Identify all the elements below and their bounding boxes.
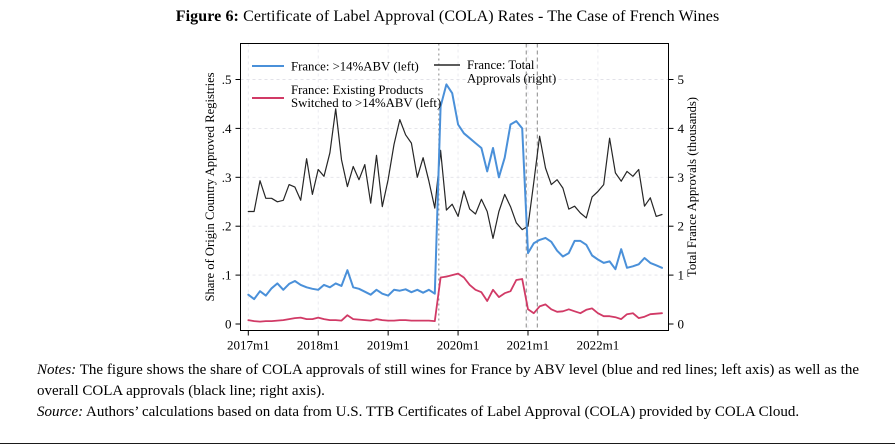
figure-number: Figure 6: xyxy=(175,8,239,25)
right-tick-label: 0 xyxy=(678,317,685,332)
legend-label-total-2: Approvals (right) xyxy=(467,72,556,86)
legend-label-total-1: France: Total xyxy=(467,58,535,72)
x-tick-label: 2019m1 xyxy=(367,338,410,353)
cola-rates-chart: 2017m1 2018m1 2019m1 2020m1 2021m1 2022m1 0 .1.… xyxy=(203,43,699,353)
right-tick-label: 2 xyxy=(678,219,685,234)
left-tick-label: .1 xyxy=(222,268,232,283)
figure-title-text: Certificate of Label Approval (COLA) Rat… xyxy=(238,8,720,25)
right-tick-label: 5 xyxy=(678,72,685,87)
series-abv-share xyxy=(247,83,663,301)
legend-label-switched-2: Switched to >14%ABV (left) xyxy=(291,96,441,110)
right-axis-title: Total France Approvals (thousands) xyxy=(685,97,699,277)
right-tick-label: 4 xyxy=(678,121,685,136)
left-axis-title: Share of Origin Country Approved Registr… xyxy=(203,72,217,301)
legend-label-switched-1: France: Existing Products xyxy=(291,83,423,97)
notes-text: The figure shows the share of COLA appro… xyxy=(37,362,859,399)
left-tick-label: .4 xyxy=(222,121,232,136)
left-tick-label: .3 xyxy=(222,170,232,185)
source-text: Authors’ calculations based on data from… xyxy=(83,404,800,420)
legend-label-abv: France: >14%ABV (left) xyxy=(291,60,419,74)
notes-label: Notes: xyxy=(37,362,77,378)
series-total-approvals xyxy=(247,108,663,239)
x-tick-label: 2020m1 xyxy=(437,338,480,353)
figure-title: Figure 6: Certificate of Label Approval … xyxy=(0,8,895,26)
x-tick-label: 2021m1 xyxy=(507,338,550,353)
chart-legend: France: >14%ABV (left) France: Existing … xyxy=(252,58,556,110)
bottom-rule xyxy=(0,443,895,444)
right-tick-label: 1 xyxy=(678,268,685,283)
left-tick-label: 0 xyxy=(225,317,232,332)
series-switched-share xyxy=(247,272,663,323)
figure-notes: Notes: The figure shows the share of COL… xyxy=(37,360,859,402)
x-tick-label: 2018m1 xyxy=(297,338,340,353)
plot-frame xyxy=(240,43,669,331)
right-tick-label: 3 xyxy=(678,170,685,185)
figure-source: Source: Authors’ calculations based on d… xyxy=(37,402,859,423)
left-tick-label: .2 xyxy=(222,219,232,234)
x-tick-label: 2017m1 xyxy=(227,338,270,353)
left-tick-label: .5 xyxy=(222,72,232,87)
x-tick-label: 2022m1 xyxy=(577,338,620,353)
source-label: Source: xyxy=(37,404,84,420)
